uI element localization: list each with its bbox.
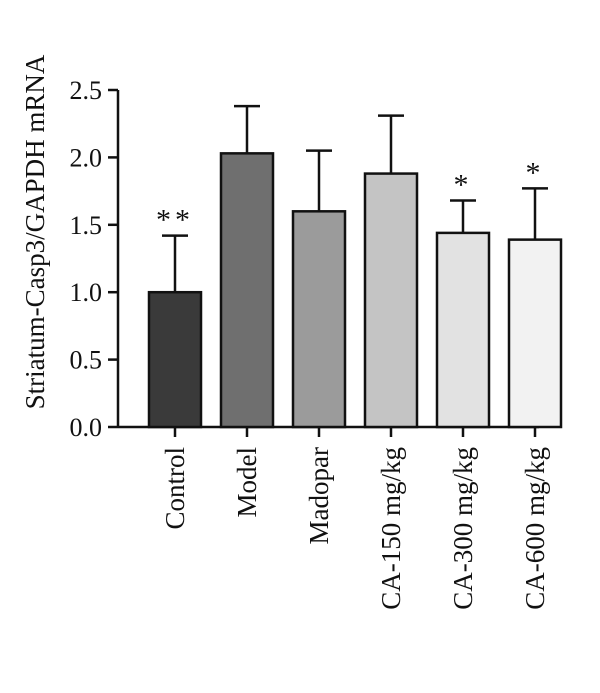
significance-marker-4: * — [454, 169, 473, 202]
x-tick-label: CA-600 mg/kg — [520, 447, 550, 610]
y-axis: 0.0 0.5 1.0 1.5 2.0 2.5 — [70, 76, 120, 442]
x-tick-label: Madopar — [304, 447, 334, 544]
x-tick-label: Control — [160, 447, 190, 530]
y-tick-label: 1.0 — [70, 278, 103, 307]
bar-madopar — [291, 210, 347, 429]
significance-marker-0: ** — [156, 204, 194, 237]
y-tick-label: 2.5 — [70, 76, 103, 105]
bar-ca-600-mg-kg — [507, 238, 563, 429]
x-axis — [118, 425, 539, 437]
y-tick-label: 1.5 — [70, 211, 103, 240]
y-tick-label: 2.0 — [70, 143, 103, 172]
x-tick-label: CA-150 mg/kg — [376, 447, 406, 610]
x-tick-label: CA-300 mg/kg — [448, 447, 478, 610]
significance-marker-5: * — [526, 156, 545, 189]
bar-ca-300-mg-kg — [435, 231, 491, 429]
y-tick-label: 0.5 — [70, 346, 103, 375]
bar-control — [147, 290, 203, 429]
bar-ca-150-mg-kg — [363, 172, 419, 429]
error-bars — [162, 104, 548, 293]
bars — [147, 152, 563, 429]
x-tick-label: Model — [232, 447, 262, 518]
x-tick-labels: Control Model Madopar CA-150 mg/kg CA-300 mg… — [160, 447, 550, 610]
y-axis-label: Striatum-Casp3/GAPDH mRNA — [20, 54, 50, 409]
significance-markers: *** * — [156, 156, 545, 237]
bar-model — [219, 152, 275, 429]
y-tick-label: 0.0 — [70, 413, 103, 442]
